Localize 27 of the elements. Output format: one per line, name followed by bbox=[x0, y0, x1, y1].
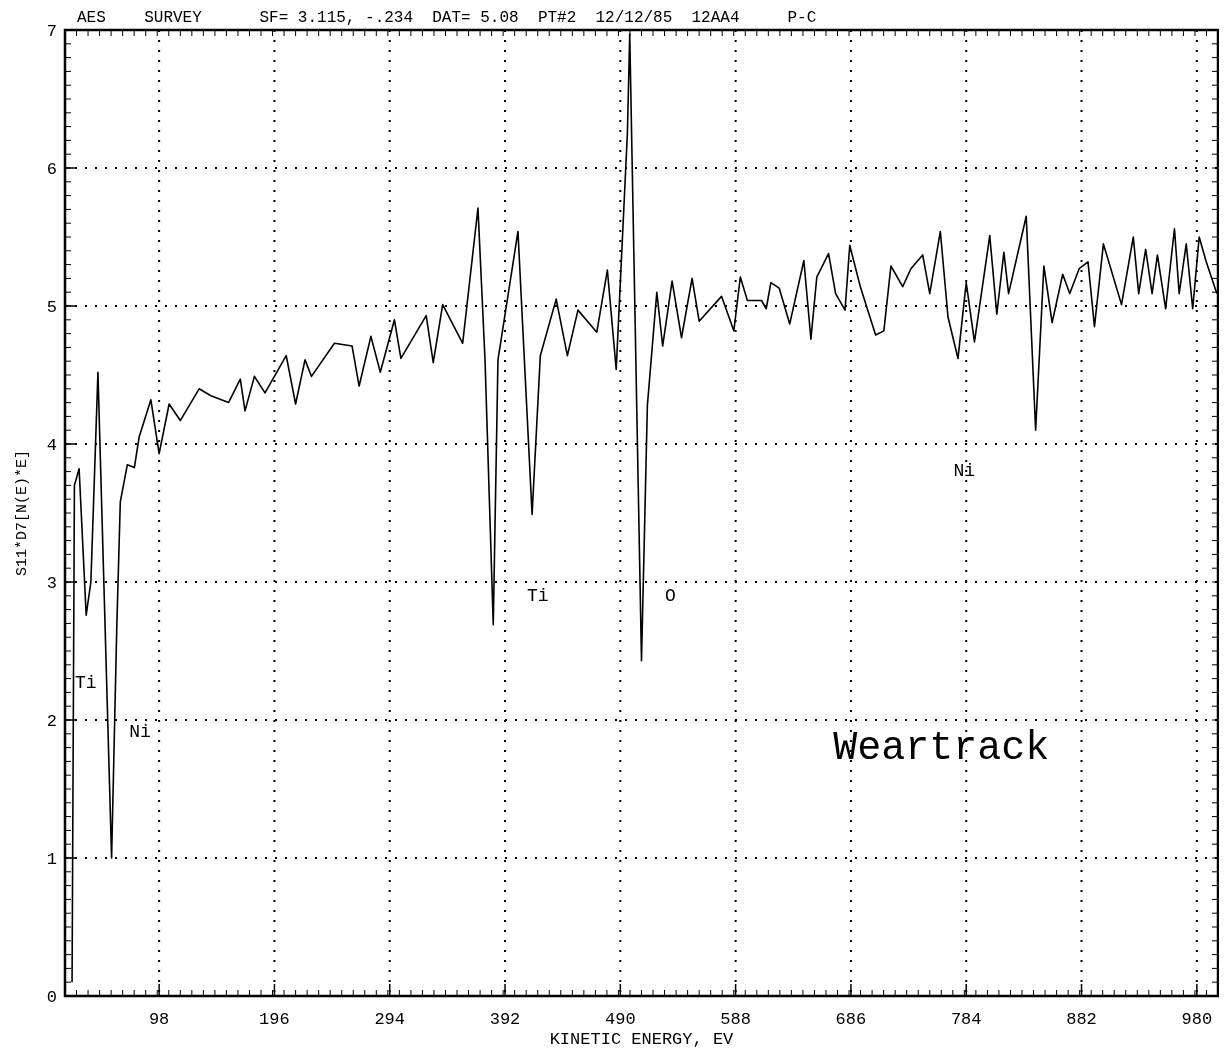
x-tick-label: 294 bbox=[374, 1010, 406, 1029]
y-tick-label: 3 bbox=[46, 573, 57, 593]
x-tick-label: 784 bbox=[950, 1010, 982, 1029]
annotation: Ni bbox=[953, 460, 976, 481]
chart-title: AES SURVEY SF= 3.115, -.234 DAT= 5.08 PT#2 12/12/85 12AA4 P-C bbox=[77, 9, 817, 27]
y-tick-label: 2 bbox=[46, 711, 57, 731]
x-tick-label: 196 bbox=[259, 1010, 290, 1029]
annotation: Ni bbox=[129, 721, 151, 742]
annotation: Ti bbox=[74, 673, 97, 694]
annotation: O bbox=[664, 586, 676, 607]
y-tick-label: 0 bbox=[46, 987, 57, 1007]
x-tick-label: 686 bbox=[835, 1010, 867, 1029]
y-tick-label: 6 bbox=[46, 159, 57, 179]
y-tick-label: 4 bbox=[46, 435, 57, 455]
y-tick-label: 1 bbox=[46, 849, 57, 869]
y-axis-title: S11*D7[N(E)*E] bbox=[14, 449, 31, 577]
annotation: Ti bbox=[526, 586, 549, 607]
y-tick-label: 5 bbox=[46, 297, 57, 317]
x-tick-label: 392 bbox=[489, 1010, 521, 1029]
x-tick-label: 98 bbox=[148, 1010, 170, 1029]
x-axis-title: KINETIC ENERGY, EV bbox=[549, 1030, 735, 1049]
y-tick-label: 7 bbox=[46, 21, 57, 41]
x-tick-label: 980 bbox=[1181, 1010, 1213, 1029]
annotation: Weartrack bbox=[833, 725, 1050, 771]
x-tick-label: 588 bbox=[720, 1010, 751, 1029]
x-tick-label: 882 bbox=[1066, 1010, 1097, 1029]
x-tick-label: 490 bbox=[605, 1010, 636, 1029]
